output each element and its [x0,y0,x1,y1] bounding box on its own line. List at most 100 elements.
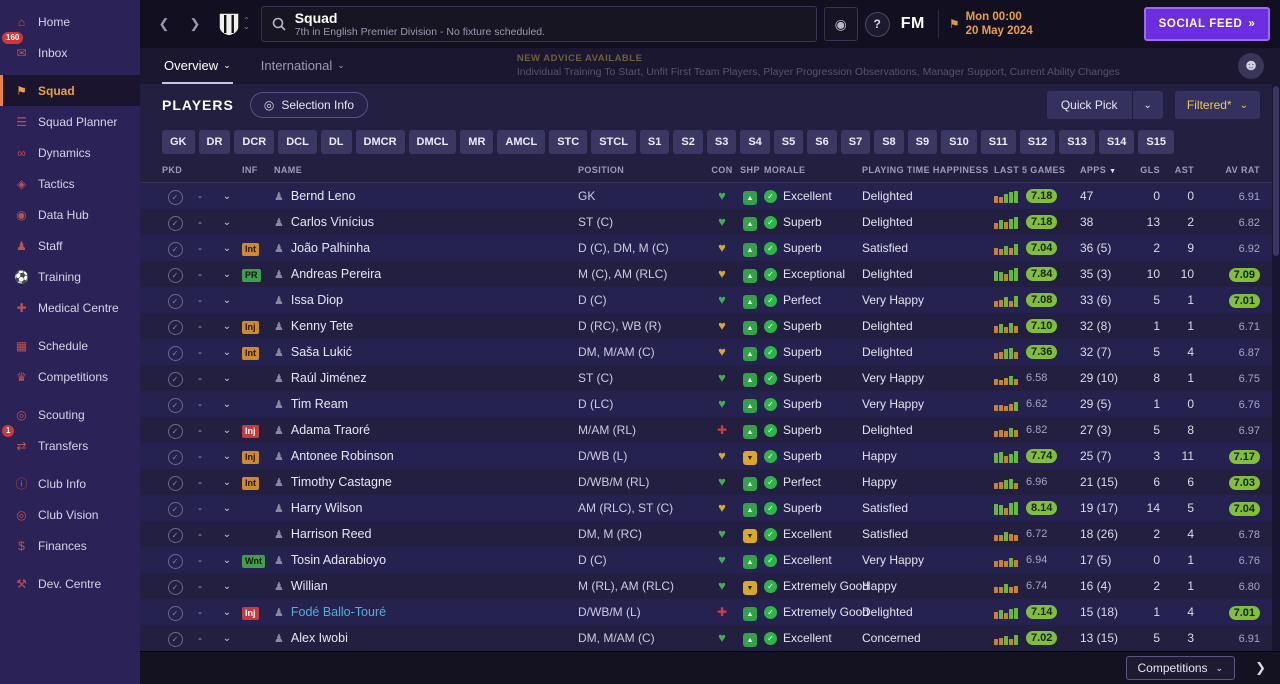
position-filter-dcl[interactable]: DCL [278,130,317,154]
position-filter-s10[interactable]: S10 [941,130,977,154]
row-expand-caret[interactable]: ⌄ [222,190,232,202]
row-expand-caret[interactable]: ⌄ [222,242,232,254]
row-expand-caret[interactable]: ⌄ [222,294,232,306]
position-filter-s4[interactable]: S4 [740,130,770,154]
row-expand-caret[interactable]: ⌄ [222,632,232,644]
position-filter-s15[interactable]: S15 [1138,130,1174,154]
table-row[interactable]: ✓ - ⌄ Int ♟ Timothy Castagne D/WB/M (RL)… [140,469,1280,495]
player-name[interactable]: Carlos Vinícius [290,215,375,229]
row-expand-caret[interactable]: ⌄ [222,450,232,462]
table-row[interactable]: ✓ - ⌄ Int ♟ Saša Lukić DM, M/AM (C) ♥ ▲ … [140,339,1280,365]
player-name[interactable]: Harrison Reed [290,527,372,541]
player-name[interactable]: Alex Iwobi [290,631,348,645]
sidebar-item-home[interactable]: ⌂ Home [0,6,140,37]
position-filter-dmcr[interactable]: DMCR [355,130,405,154]
tab-international[interactable]: International ⌄ [260,57,345,73]
sidebar-item-schedule[interactable]: ▦ Schedule [0,330,140,361]
row-expand-caret[interactable]: ⌄ [222,554,232,566]
picked-check-icon[interactable]: ✓ [167,580,183,595]
picked-check-icon[interactable]: ✓ [167,424,183,439]
table-row[interactable]: ✓ - ⌄ ♟ Raúl Jiménez ST (C) ♥ ▲ ✓ Superb… [140,365,1280,391]
table-row[interactable]: ✓ - ⌄ ♟ Harrison Reed DM, M (RC) ♥ ▼ ✓ E… [140,521,1280,547]
position-filter-s1[interactable]: S1 [639,130,670,154]
picked-check-icon[interactable]: ✓ [167,216,183,231]
row-expand-caret[interactable]: ⌄ [222,268,232,280]
table-row[interactable]: ✓ - ⌄ Inj ♟ Kenny Tete D (RC), WB (R) ♥ … [140,313,1280,339]
col-avrat[interactable]: AV RAT [1225,165,1260,175]
table-row[interactable]: ✓ - ⌄ ♟ Willian M (RL), AM (RLC) ♥ ▼ ✓ E… [140,573,1280,599]
row-expand-caret[interactable]: ⌄ [222,216,232,228]
player-name[interactable]: Raúl Jiménez [290,371,367,385]
picked-check-icon[interactable]: ✓ [167,242,183,257]
selection-info-dropdown[interactable]: ◎ Selection Info [249,92,369,118]
row-expand-caret[interactable]: ⌄ [222,346,232,358]
position-filter-dl[interactable]: DL [320,130,352,154]
col-happiness[interactable]: PLAYING TIME HAPPINESS [862,165,989,175]
sidebar-item-club-info[interactable]: ⓘ Club Info [0,468,140,499]
col-apps[interactable]: APPS ▼ [1080,165,1117,175]
picked-check-icon[interactable]: ✓ [167,320,183,335]
picked-check-icon[interactable]: ✓ [167,450,183,465]
row-expand-caret[interactable]: ⌄ [222,502,232,514]
club-switch-carets[interactable]: ⌃ ⌄ [243,16,250,31]
picked-check-icon[interactable]: ✓ [167,632,183,647]
table-row[interactable]: ✓ - ⌄ Wnt ♟ Tosin Adarabioyo D (C) ♥ ▲ ✓… [140,547,1280,573]
col-ast[interactable]: AST [1174,165,1194,175]
table-row[interactable]: ✓ - ⌄ ♟ Issa Diop D (C) ♥ ▲ ✓ Perfect Ve… [140,287,1280,313]
picked-check-icon[interactable]: ✓ [167,372,183,387]
player-name[interactable]: Tim Ream [290,397,349,411]
col-inf[interactable]: INF [242,165,258,175]
position-filter-s7[interactable]: S7 [840,130,871,154]
row-expand-caret[interactable]: ⌄ [222,606,232,618]
position-filter-s11[interactable]: S11 [980,130,1016,154]
sidebar-item-training[interactable]: ⚽ Training [0,261,140,292]
position-filter-dr[interactable]: DR [198,130,231,154]
sidebar-item-squad-planner[interactable]: ☰ Squad Planner [0,106,140,137]
manager-avatar[interactable]: ☻ [1238,53,1264,79]
sidebar-item-scouting[interactable]: ◎ Scouting [0,399,140,430]
position-filter-s5[interactable]: S5 [773,130,804,154]
position-filter-stcl[interactable]: STCL [591,130,636,154]
sidebar-item-finances[interactable]: $ Finances [0,530,140,561]
club-badge-selector[interactable]: ⌃ ⌄ [218,11,250,37]
picked-check-icon[interactable]: ✓ [167,502,183,517]
table-row[interactable]: ✓ - ⌄ ♟ Harry Wilson AM (RLC), ST (C) ♥ … [140,495,1280,521]
picked-check-icon[interactable]: ✓ [167,190,183,205]
position-filter-gk[interactable]: GK [162,130,195,154]
sidebar-item-dynamics[interactable]: ∞ Dynamics [0,137,140,168]
row-expand-caret[interactable]: ⌄ [222,372,232,384]
sidebar-item-medical-centre[interactable]: ✚ Medical Centre [0,292,140,323]
sidebar-item-staff[interactable]: ♟ Staff [0,230,140,261]
player-name[interactable]: Bernd Leno [290,189,356,203]
quick-pick-button[interactable]: Quick Pick ⌄ [1046,91,1163,119]
position-filter-s2[interactable]: S2 [673,130,703,154]
row-expand-caret[interactable]: ⌄ [222,424,232,436]
player-name[interactable]: Willian [290,579,328,593]
next-page-chevron[interactable]: ❯ [1255,660,1266,675]
position-filter-dcr[interactable]: DCR [234,130,275,154]
player-name[interactable]: Adama Traoré [290,423,371,437]
social-feed-button[interactable]: SOCIAL FEED» [1144,7,1270,41]
player-name[interactable]: Issa Diop [290,293,343,307]
help-button[interactable]: ? [864,11,890,37]
player-name[interactable]: Kenny Tete [290,319,354,333]
position-filter-s8[interactable]: S8 [874,130,904,154]
player-name[interactable]: Tosin Adarabioyo [290,553,387,567]
position-filter-s13[interactable]: S13 [1059,130,1095,154]
picked-check-icon[interactable]: ✓ [167,346,183,361]
sidebar-item-data-hub[interactable]: ◉ Data Hub [0,199,140,230]
position-filter-mr[interactable]: MR [460,130,494,154]
position-filter-amcl[interactable]: AMCL [497,130,546,154]
back-button[interactable]: ❮ [152,11,176,37]
sidebar-item-tactics[interactable]: ◈ Tactics [0,168,140,199]
position-filter-s9[interactable]: S9 [907,130,938,154]
player-name[interactable]: Timothy Castagne [290,475,392,489]
forward-button[interactable]: ❯ [183,11,207,37]
col-name[interactable]: NAME [274,165,303,175]
picked-check-icon[interactable]: ✓ [167,476,183,491]
sidebar-item-dev-centre[interactable]: ⚒ Dev. Centre [0,568,140,599]
player-name[interactable]: Andreas Pereira [290,267,382,281]
row-expand-caret[interactable]: ⌄ [222,476,232,488]
table-row[interactable]: ✓ - ⌄ Inj ♟ Fodé Ballo-Touré D/WB/M (L) … [140,599,1280,625]
player-name[interactable]: Harry Wilson [290,501,363,515]
